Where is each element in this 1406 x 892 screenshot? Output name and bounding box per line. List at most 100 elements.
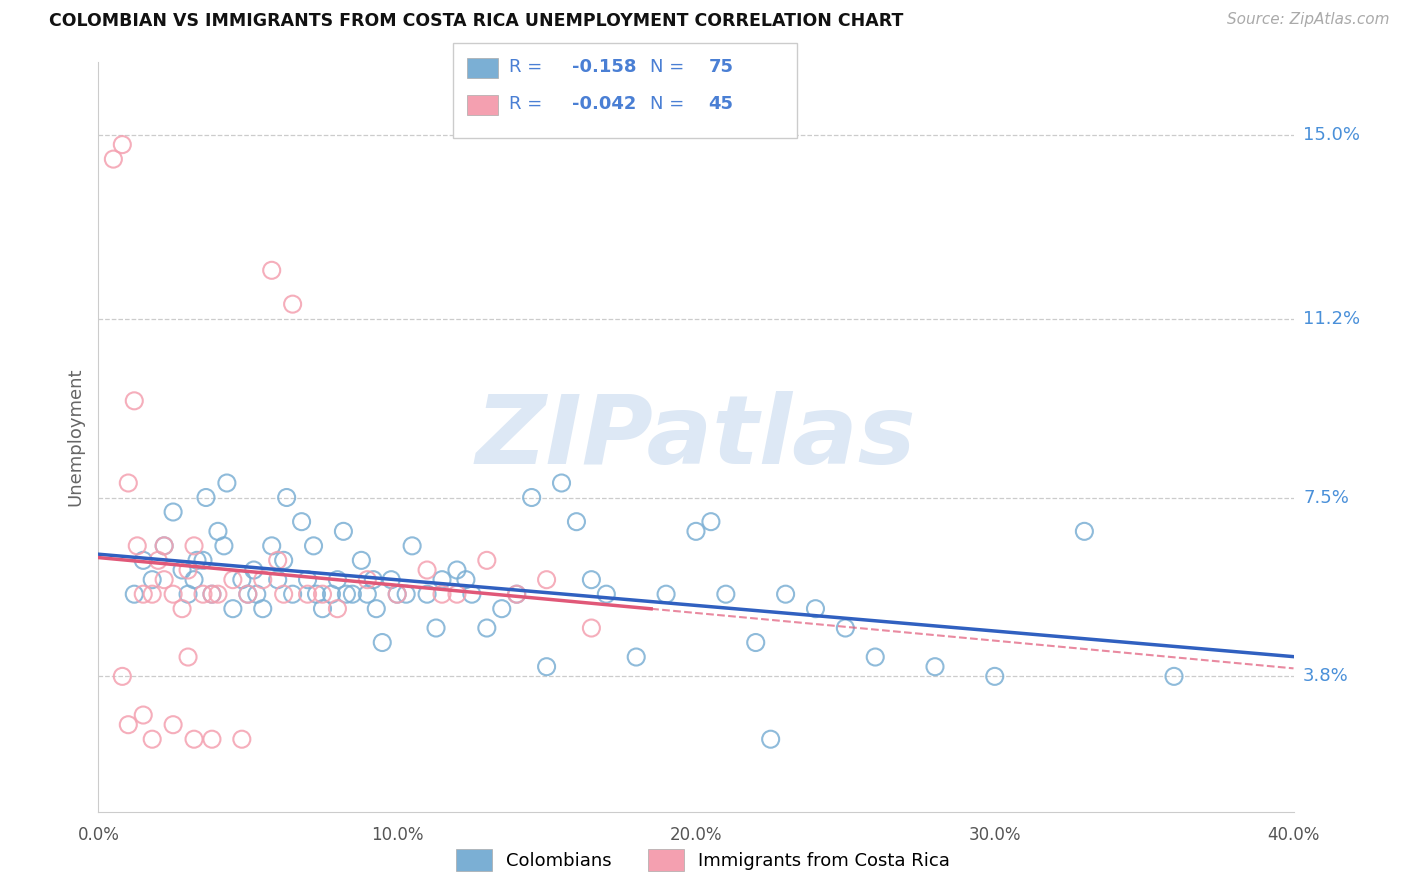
Point <box>132 708 155 723</box>
Text: 0.0%: 0.0% <box>77 826 120 844</box>
Point <box>281 587 304 601</box>
Point <box>425 621 447 635</box>
Point <box>141 573 163 587</box>
Point <box>191 553 214 567</box>
Text: 15.0%: 15.0% <box>1303 126 1360 144</box>
Text: N =: N = <box>650 95 683 113</box>
Point <box>395 587 418 601</box>
Point <box>236 587 259 601</box>
Point <box>380 573 402 587</box>
Text: 10.0%: 10.0% <box>371 826 423 844</box>
Point <box>195 491 218 505</box>
Point <box>141 732 163 747</box>
Point <box>260 263 283 277</box>
Point <box>201 587 224 601</box>
Text: -0.042: -0.042 <box>572 95 637 113</box>
Point <box>550 475 572 490</box>
Point <box>311 587 333 601</box>
Point <box>148 553 170 567</box>
Point <box>103 152 125 166</box>
Point <box>215 475 238 490</box>
Point <box>714 587 737 601</box>
Point <box>291 515 314 529</box>
Legend: Colombians, Immigrants from Costa Rica: Colombians, Immigrants from Costa Rica <box>449 842 957 879</box>
Point <box>172 601 194 615</box>
Point <box>363 573 385 587</box>
Point <box>565 515 588 529</box>
Point <box>231 573 253 587</box>
Point <box>804 601 827 615</box>
Point <box>162 587 184 601</box>
Point <box>201 732 224 747</box>
Text: 30.0%: 30.0% <box>969 826 1021 844</box>
Point <box>536 659 558 673</box>
Point <box>475 621 498 635</box>
Point <box>153 573 176 587</box>
Point <box>775 587 797 601</box>
Point <box>117 475 139 490</box>
Point <box>231 732 253 747</box>
Text: 7.5%: 7.5% <box>1303 489 1348 507</box>
Point <box>356 587 378 601</box>
Point <box>461 587 484 601</box>
Text: ZIPatlas: ZIPatlas <box>475 391 917 483</box>
Point <box>267 573 290 587</box>
Point <box>222 601 245 615</box>
Point <box>326 601 349 615</box>
Point <box>153 539 176 553</box>
Point <box>186 553 208 567</box>
Point <box>655 587 678 601</box>
Point <box>177 563 200 577</box>
Point <box>385 587 409 601</box>
Point <box>212 539 235 553</box>
Point <box>475 553 498 567</box>
Point <box>491 601 513 615</box>
Point <box>207 587 229 601</box>
Point <box>297 587 319 601</box>
Point <box>177 650 200 665</box>
Point <box>416 563 439 577</box>
Point <box>252 601 274 615</box>
Point <box>297 573 319 587</box>
Point <box>111 669 134 683</box>
Point <box>172 563 194 577</box>
Point <box>745 635 768 649</box>
Point <box>132 553 155 567</box>
Point <box>191 587 214 601</box>
Point <box>332 524 354 539</box>
Point <box>243 563 266 577</box>
Point <box>371 635 394 649</box>
Text: Source: ZipAtlas.com: Source: ZipAtlas.com <box>1226 12 1389 27</box>
Point <box>595 587 617 601</box>
Point <box>124 587 146 601</box>
Point <box>506 587 529 601</box>
Point <box>366 601 388 615</box>
Point <box>311 601 333 615</box>
Point <box>201 587 224 601</box>
Point <box>222 573 245 587</box>
Text: N =: N = <box>650 58 683 76</box>
Text: R =: R = <box>509 95 543 113</box>
Point <box>276 491 298 505</box>
Point <box>1163 669 1185 683</box>
Point <box>183 732 205 747</box>
Point <box>446 563 468 577</box>
Point <box>260 539 283 553</box>
Point <box>834 621 856 635</box>
Point <box>273 553 295 567</box>
Point <box>127 539 149 553</box>
Point <box>356 573 378 587</box>
Point <box>924 659 946 673</box>
Point <box>246 587 269 601</box>
Point <box>520 491 543 505</box>
Point <box>454 573 477 587</box>
Point <box>132 587 155 601</box>
Point <box>1073 524 1095 539</box>
Point <box>401 539 423 553</box>
Point <box>446 587 468 601</box>
Point <box>252 573 274 587</box>
Text: 3.8%: 3.8% <box>1303 667 1348 685</box>
Y-axis label: Unemployment: Unemployment <box>66 368 84 507</box>
Point <box>581 621 603 635</box>
Point <box>626 650 648 665</box>
